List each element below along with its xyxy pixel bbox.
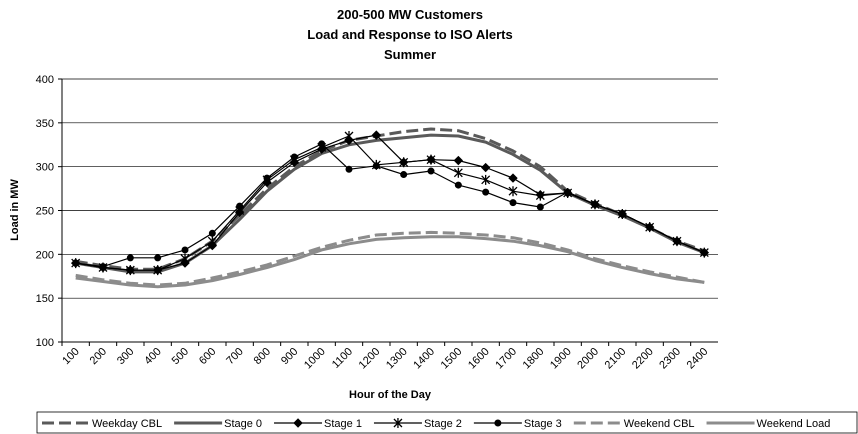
x-tick-label: 1500 bbox=[439, 346, 465, 372]
data-point bbox=[99, 263, 107, 271]
data-point bbox=[181, 246, 189, 254]
data-point bbox=[508, 173, 518, 183]
legend-label: Stage 2 bbox=[424, 418, 462, 430]
legend-label: Stage 3 bbox=[524, 418, 562, 430]
data-point bbox=[236, 202, 244, 210]
x-tick-label: 100 bbox=[60, 346, 81, 367]
legend-marker bbox=[293, 418, 303, 428]
legend-label: Stage 0 bbox=[224, 418, 262, 430]
x-tick-label: 1900 bbox=[548, 346, 574, 372]
y-tick-label: 200 bbox=[36, 249, 54, 261]
data-point bbox=[399, 157, 409, 168]
data-point bbox=[536, 203, 544, 211]
legend-box bbox=[36, 411, 858, 434]
series-line bbox=[75, 143, 705, 268]
x-tick-label: 2100 bbox=[603, 346, 629, 372]
data-point bbox=[318, 140, 326, 148]
data-point bbox=[481, 174, 491, 185]
legend-marker bbox=[393, 418, 403, 428]
data-point bbox=[591, 200, 599, 208]
data-point bbox=[154, 254, 162, 262]
data-point bbox=[618, 210, 626, 218]
y-tick-label: 150 bbox=[36, 293, 54, 305]
series-line bbox=[75, 134, 705, 271]
data-point bbox=[207, 236, 217, 247]
x-tick-label: 2200 bbox=[630, 346, 656, 372]
x-tick-label: 1100 bbox=[330, 346, 355, 371]
data-point bbox=[372, 162, 380, 170]
data-point bbox=[371, 130, 382, 140]
data-point bbox=[564, 188, 572, 196]
x-tick-label: 1700 bbox=[493, 346, 519, 372]
data-point bbox=[427, 167, 435, 175]
data-point bbox=[535, 190, 545, 201]
data-point bbox=[508, 186, 518, 197]
data-point bbox=[344, 130, 354, 141]
y-axis-label: Load in MW bbox=[9, 179, 21, 241]
x-tick-label: 1600 bbox=[466, 346, 492, 372]
x-axis-label: Hour of the Day bbox=[349, 389, 432, 401]
chart-title: Load and Response to ISO Alerts bbox=[307, 27, 512, 42]
series-line bbox=[75, 135, 705, 271]
legend-label: Weekend CBL bbox=[624, 418, 695, 430]
legend-label: Weekday CBL bbox=[92, 418, 162, 430]
x-tick-label: 2400 bbox=[685, 346, 711, 372]
data-point bbox=[153, 265, 163, 276]
x-tick-label: 900 bbox=[279, 346, 300, 367]
series-line bbox=[75, 127, 705, 271]
data-point bbox=[263, 174, 271, 182]
data-point bbox=[453, 155, 464, 166]
data-point bbox=[426, 154, 436, 165]
data-point bbox=[400, 171, 408, 179]
x-tick-label: 800 bbox=[252, 346, 273, 367]
y-tick-label: 400 bbox=[36, 74, 54, 86]
legend-label: Weekend Load bbox=[757, 418, 831, 430]
x-tick-label: 400 bbox=[142, 346, 163, 367]
data-point bbox=[345, 165, 353, 173]
y-tick-label: 300 bbox=[36, 162, 54, 174]
x-tick-label: 2300 bbox=[657, 346, 683, 372]
data-point bbox=[125, 265, 135, 276]
legend-marker bbox=[494, 419, 502, 427]
data-point bbox=[208, 229, 216, 237]
series-line bbox=[75, 230, 705, 287]
chart-title: 200-500 MW Customers bbox=[337, 7, 483, 22]
x-tick-label: 500 bbox=[170, 346, 191, 367]
x-tick-label: 700 bbox=[224, 346, 245, 367]
data-point bbox=[453, 167, 463, 178]
data-point bbox=[646, 223, 654, 231]
x-tick-label: 600 bbox=[197, 346, 218, 367]
x-tick-label: 200 bbox=[88, 346, 109, 367]
data-point bbox=[673, 237, 681, 245]
x-tick-label: 300 bbox=[115, 346, 136, 367]
x-tick-label: 1200 bbox=[357, 346, 383, 372]
x-tick-label: 1800 bbox=[521, 346, 547, 372]
data-point bbox=[126, 254, 134, 262]
chart-title: Summer bbox=[384, 47, 436, 62]
x-tick-label: 1000 bbox=[302, 346, 328, 372]
data-point bbox=[180, 253, 190, 264]
x-tick-label: 2000 bbox=[575, 346, 601, 372]
series-line bbox=[75, 133, 705, 274]
y-tick-label: 250 bbox=[36, 206, 54, 218]
series-line bbox=[75, 235, 705, 289]
x-tick-label: 1300 bbox=[384, 346, 410, 372]
data-point bbox=[72, 259, 80, 267]
data-point bbox=[454, 181, 462, 189]
data-point bbox=[700, 249, 708, 257]
data-point bbox=[509, 199, 517, 207]
data-point bbox=[290, 153, 298, 161]
x-tick-label: 1400 bbox=[411, 346, 437, 372]
data-point bbox=[482, 188, 490, 196]
data-point bbox=[480, 162, 491, 173]
y-tick-label: 100 bbox=[36, 337, 54, 349]
y-tick-label: 350 bbox=[36, 118, 54, 130]
legend-label: Stage 1 bbox=[324, 418, 362, 430]
